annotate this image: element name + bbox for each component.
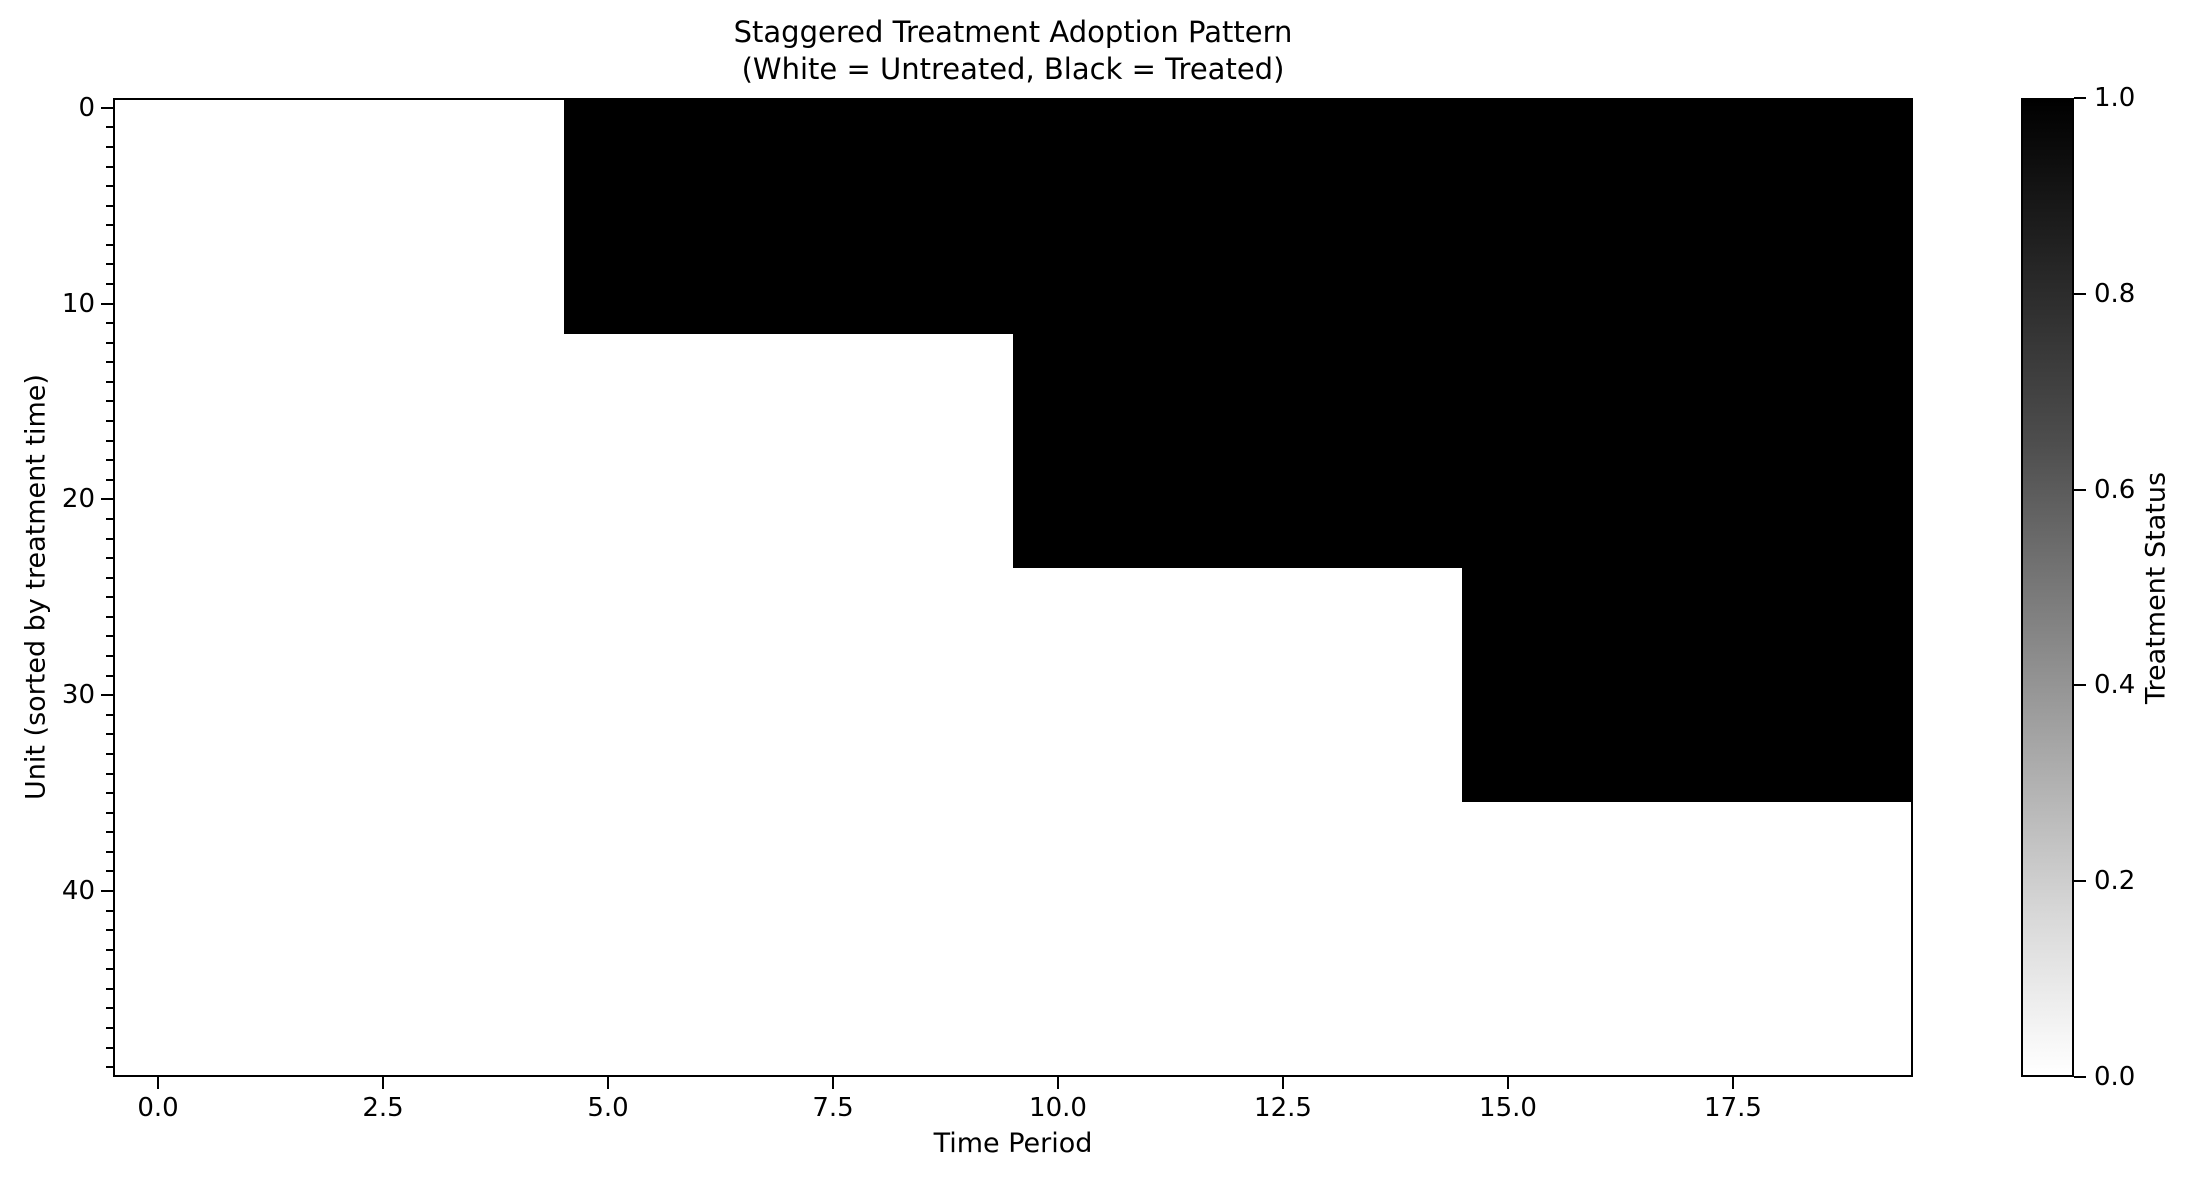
y-minor-tick-mark	[106, 439, 113, 442]
x-tick-mark	[1732, 1077, 1734, 1089]
y-minor-tick-mark	[106, 850, 113, 853]
title-block: Staggered Treatment Adoption Pattern (Wh…	[113, 14, 1913, 88]
y-minor-tick-mark	[106, 909, 113, 912]
x-axis-label: Time Period	[933, 1128, 1093, 1159]
colorbar-tick-mark	[2074, 97, 2086, 99]
y-minor-tick-mark	[106, 224, 113, 227]
x-tick-label: 0.0	[137, 1093, 179, 1123]
x-tick-label: 15.0	[1479, 1093, 1537, 1123]
y-minor-tick-mark	[106, 126, 113, 129]
colorbar-tick-mark	[2074, 488, 2086, 491]
x-tick-label: 5.0	[587, 1093, 629, 1123]
y-minor-tick-mark	[106, 537, 113, 540]
y-minor-tick-mark	[106, 1046, 113, 1049]
y-minor-tick-mark	[106, 322, 113, 325]
x-tick-label: 12.5	[1254, 1093, 1312, 1123]
y-tick-label: 40	[61, 875, 95, 906]
y-minor-tick-mark	[106, 517, 113, 520]
x-tick-label: 2.5	[362, 1093, 404, 1123]
x-tick-mark	[382, 1077, 384, 1089]
y-minor-tick-mark	[106, 204, 113, 207]
y-minor-tick-mark	[106, 185, 113, 188]
y-minor-tick-mark	[106, 870, 113, 873]
y-tick-label: 20	[61, 484, 95, 515]
y-tick-label: 30	[61, 680, 95, 711]
y-tick-mark	[101, 106, 113, 109]
x-tick-label: 7.5	[812, 1093, 854, 1123]
y-minor-tick-mark	[106, 361, 113, 364]
y-minor-tick-mark	[106, 165, 113, 168]
colorbar-tick-label: 0.0	[2094, 1062, 2136, 1092]
y-minor-tick-mark	[106, 380, 113, 383]
y-minor-tick-mark	[106, 1027, 113, 1030]
heatmap-regions	[115, 100, 1911, 1075]
colorbar-tick-mark	[2074, 684, 2086, 687]
y-minor-tick-mark	[106, 831, 113, 834]
colorbar	[2021, 98, 2074, 1077]
chart-title: Staggered Treatment Adoption Pattern	[733, 15, 1293, 49]
y-minor-tick-mark	[106, 1007, 113, 1010]
y-minor-tick-mark	[106, 811, 113, 814]
y-minor-tick-mark	[106, 655, 113, 658]
y-minor-tick-mark	[106, 459, 113, 462]
y-minor-tick-mark	[106, 987, 113, 990]
colorbar-tick-mark	[2074, 292, 2086, 295]
y-minor-tick-mark	[106, 792, 113, 795]
y-tick-mark	[101, 498, 113, 501]
colorbar-tick-label: 0.4	[2094, 670, 2136, 701]
y-minor-tick-mark	[106, 615, 113, 618]
y-tick-label: 0	[78, 92, 95, 123]
y-minor-tick-mark	[106, 400, 113, 403]
x-tick-mark	[1507, 1077, 1509, 1089]
treated-region	[1462, 568, 1911, 802]
y-minor-tick-mark	[106, 243, 113, 246]
plot-area	[113, 98, 1913, 1077]
y-minor-tick-mark	[106, 576, 113, 579]
colorbar-tick-mark	[2074, 880, 2086, 883]
x-tick-label: 17.5	[1704, 1093, 1762, 1123]
y-minor-tick-mark	[106, 420, 113, 423]
y-minor-tick-mark	[106, 557, 113, 560]
y-tick-mark	[101, 302, 113, 305]
y-tick-mark	[101, 889, 113, 892]
colorbar-tick-label: 0.2	[2094, 866, 2136, 897]
y-minor-tick-mark	[106, 772, 113, 775]
y-minor-tick-mark	[106, 145, 113, 148]
y-tick-label: 10	[61, 288, 95, 319]
y-minor-tick-mark	[106, 478, 113, 481]
y-minor-tick-mark	[106, 1066, 113, 1069]
colorbar-tick-mark	[2074, 1076, 2086, 1078]
y-axis-label: Unit (sorted by treatment time)	[20, 374, 52, 801]
x-tick-mark	[607, 1077, 609, 1089]
treated-region	[564, 100, 1911, 334]
treated-region	[1013, 334, 1911, 568]
y-minor-tick-mark	[106, 929, 113, 932]
colorbar-tick-label: 0.8	[2094, 278, 2136, 309]
y-minor-tick-mark	[106, 968, 113, 971]
colorbar-tick-label: 0.6	[2094, 474, 2136, 505]
y-tick-mark	[101, 694, 113, 697]
y-minor-tick-mark	[106, 752, 113, 755]
x-tick-mark	[1057, 1077, 1059, 1089]
y-minor-tick-mark	[106, 263, 113, 266]
y-minor-tick-mark	[106, 635, 113, 638]
y-minor-tick-mark	[106, 341, 113, 344]
colorbar-tick-label: 1.0	[2094, 83, 2136, 113]
y-minor-tick-mark	[106, 733, 113, 736]
y-minor-tick-mark	[106, 674, 113, 677]
x-tick-mark	[1282, 1077, 1284, 1089]
y-minor-tick-mark	[106, 713, 113, 716]
x-tick-label: 10.0	[1029, 1093, 1087, 1123]
y-minor-tick-mark	[106, 596, 113, 599]
chart-subtitle: (White = Untreated, Black = Treated)	[741, 52, 1285, 86]
y-minor-tick-mark	[106, 948, 113, 951]
colorbar-label: Treatment Status	[2140, 471, 2172, 704]
x-tick-mark	[157, 1077, 159, 1089]
y-minor-tick-mark	[106, 283, 113, 285]
x-tick-mark	[832, 1077, 834, 1089]
